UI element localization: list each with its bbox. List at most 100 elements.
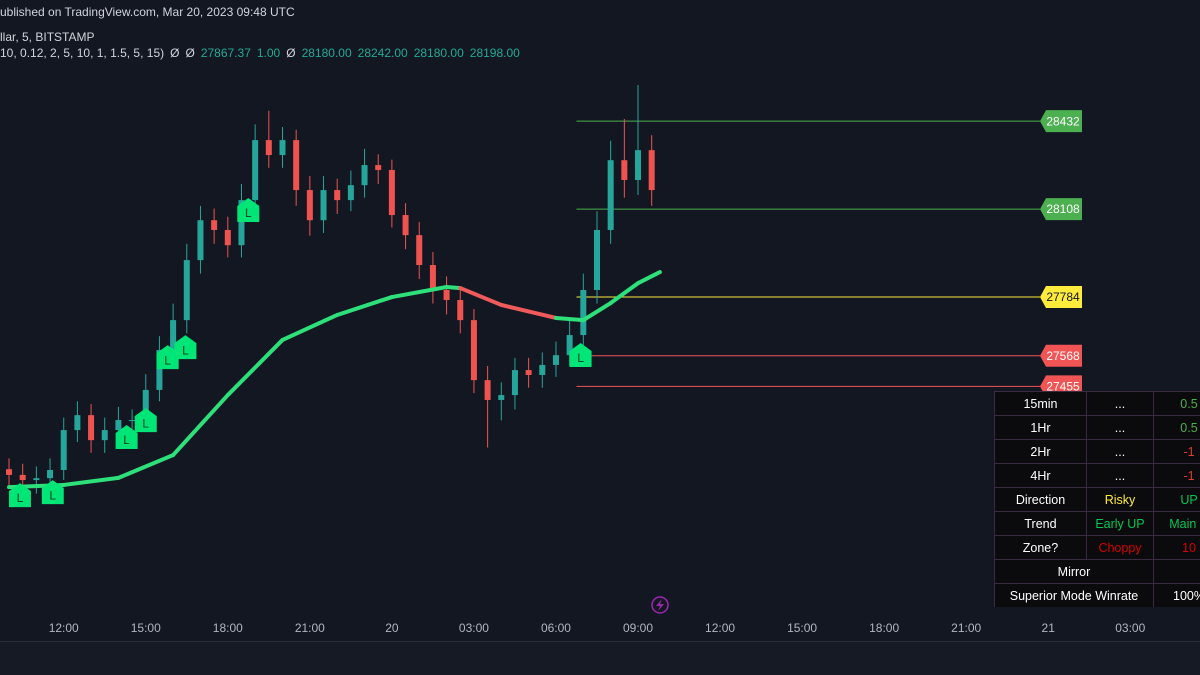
table-cell: Risky (1086, 487, 1154, 512)
table-cell: -1 (1153, 463, 1200, 488)
candle-body (33, 478, 40, 481)
signal-label: L (49, 488, 56, 502)
buy-signal (569, 342, 592, 367)
signal-label: L (17, 491, 24, 505)
candle-body (265, 140, 272, 156)
candle-body (224, 229, 231, 246)
candle-body (443, 289, 450, 301)
candle-body (19, 474, 26, 481)
symbol-text: llar, 5, BITSTAMP (0, 30, 94, 44)
table-cell: UP (1153, 487, 1200, 512)
x-tick-label: 18:00 (213, 621, 243, 635)
candle-body (402, 215, 409, 236)
ma-line (636, 270, 662, 286)
ma-line (458, 286, 504, 307)
candle-body (580, 289, 587, 336)
buy-signal (8, 483, 31, 508)
ma-line (608, 281, 641, 306)
signal-label: L (577, 351, 584, 365)
x-tick-label: 09:00 (623, 621, 653, 635)
ma-line (116, 453, 176, 480)
buy-signal (41, 480, 64, 505)
candle-body (457, 300, 464, 321)
footer (0, 642, 1200, 675)
buy-signal (115, 424, 138, 449)
candle-body (306, 190, 313, 221)
table-cell: Zone? (994, 535, 1087, 560)
level-label: 27784 (1046, 290, 1080, 304)
table-cell: 0.5 (1153, 391, 1200, 416)
buy-signal (237, 197, 260, 222)
candle-body (566, 335, 573, 356)
candle-body (416, 235, 423, 266)
candle-body (47, 470, 54, 479)
indicator-item: 28198.00 (470, 46, 520, 60)
x-tick-label: 15:00 (787, 621, 817, 635)
ma-line (581, 301, 613, 323)
ma-line (389, 285, 449, 300)
table: 15min... 0.5 1Hr... 0.5 2Hr... -1 4Hr... -1 Dire… (994, 391, 1200, 607)
table-row: Mirror (994, 559, 1200, 584)
table-cell: 4Hr (994, 463, 1087, 488)
x-tick-label: 21:00 (295, 621, 325, 635)
candle-body (607, 160, 614, 230)
candle-body (470, 320, 477, 381)
candle-body (197, 220, 204, 261)
table-row: Direction Risky UP (994, 487, 1200, 512)
ma-line (225, 337, 285, 398)
candle-body (593, 229, 600, 290)
lightning-icon (651, 596, 669, 614)
table-cell: 10 (1153, 535, 1200, 560)
table-cell: ... (1086, 415, 1154, 440)
ma-line (280, 312, 340, 342)
x-tick-label: 20 (385, 621, 399, 635)
indicator-item: 1.00 (257, 46, 281, 60)
ma-line (444, 285, 463, 291)
candle-body (552, 355, 559, 365)
indicator-line: 10, 0.12, 2, 5, 10, 1, 1.5, 5, 15) Ø Ø 2786… (0, 46, 520, 60)
candle-body (320, 190, 327, 221)
level-label: 28108 (1046, 202, 1080, 216)
candle-body (183, 260, 190, 321)
table-row: 4Hr... -1 (994, 463, 1200, 488)
table-cell: ... (1086, 439, 1154, 464)
table-cell: Main U (1153, 511, 1200, 536)
table-cell: -1 (1153, 439, 1200, 464)
x-tick-label: 06:00 (541, 621, 571, 635)
table-cell: Mirror (994, 559, 1154, 584)
table-cell: ... (1086, 463, 1154, 488)
candle-body (60, 430, 67, 471)
table-cell: Direction (994, 487, 1087, 512)
candle-body (375, 165, 382, 170)
x-tick-label: 12:00 (705, 621, 735, 635)
candle-body (293, 140, 300, 191)
buy-signal (156, 345, 179, 370)
table-row: Zone? Choppy 10 (994, 535, 1200, 560)
x-tick-label: 18:00 (869, 621, 899, 635)
indicator-item: Ø (170, 46, 179, 60)
candle-body (484, 380, 491, 400)
candle-body (6, 469, 13, 475)
candle-body (525, 370, 532, 375)
table-cell: 0.5 (1153, 415, 1200, 440)
level-label: 27568 (1046, 349, 1080, 363)
candle-body (238, 200, 245, 246)
candle-body (388, 169, 395, 216)
indicator-item: 28180.00 (414, 46, 464, 60)
table-cell: Trend (994, 511, 1087, 536)
indicator-item: 27867.37 (201, 46, 251, 60)
published-text: ublished on TradingView.com, Mar 20, 202… (0, 5, 295, 19)
candle-body (170, 320, 177, 350)
table-cell: 100% (1153, 583, 1200, 607)
ma-line (553, 315, 586, 323)
level-tag (1040, 344, 1082, 367)
buy-signal (174, 335, 197, 360)
candle-body (156, 349, 163, 390)
status-table: 15min... 0.5 1Hr... 0.5 2Hr... -1 4Hr... -1 Dire… (994, 391, 1200, 607)
indicator-item: Ø (185, 46, 194, 60)
